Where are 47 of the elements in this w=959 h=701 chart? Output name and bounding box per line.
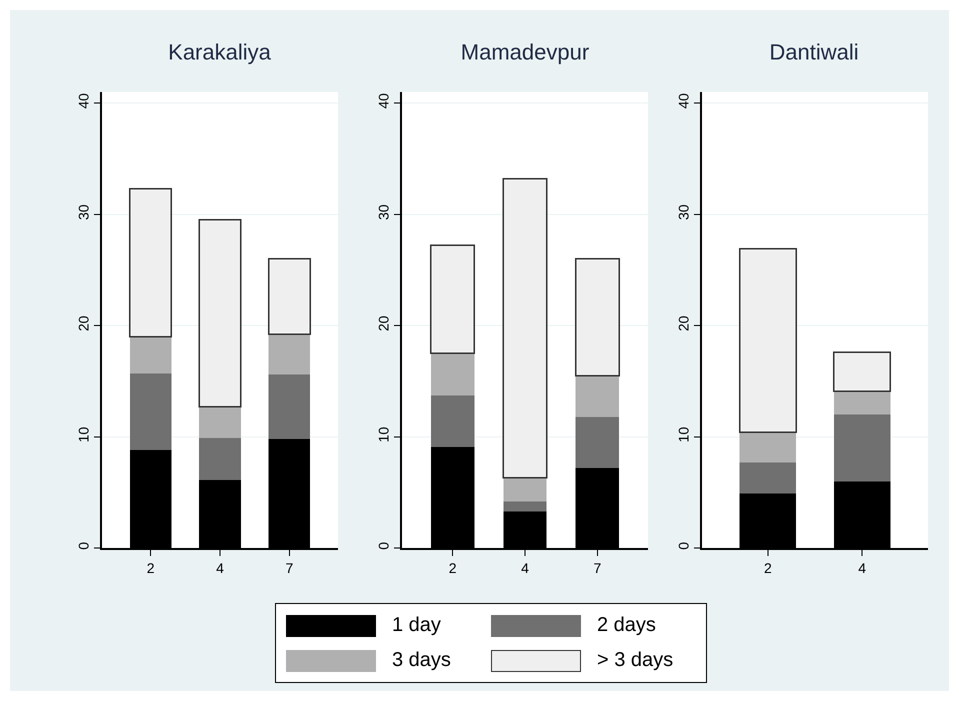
y-tick-label: 30 <box>75 204 92 220</box>
x-tick-label: 2 <box>146 560 155 576</box>
bar <box>834 414 890 482</box>
y-tick-label: 0 <box>375 542 392 550</box>
y-tick-label: 10 <box>375 426 392 442</box>
bar <box>430 396 474 447</box>
chart-title: Dantiwali <box>769 39 859 64</box>
y-tick-label: 30 <box>675 204 692 220</box>
y-tick-label: 40 <box>675 93 692 109</box>
legend-label: 2 days <box>597 614 656 637</box>
bar <box>268 334 310 374</box>
bar <box>833 352 892 392</box>
y-tick-label: 40 <box>375 93 392 109</box>
x-tick-label: 4 <box>216 560 224 576</box>
y-tick-label: 10 <box>675 426 692 442</box>
legend-label: 1 day <box>392 614 441 637</box>
y-tick-label: 10 <box>75 426 92 442</box>
bar <box>576 376 620 417</box>
bar <box>199 406 241 438</box>
y-tick-label: 20 <box>675 315 692 332</box>
bar <box>130 336 172 374</box>
y-tick-label: 20 <box>75 315 92 332</box>
chart-title: Mamadevpur <box>460 39 590 64</box>
bar <box>503 501 547 512</box>
bar <box>740 432 796 462</box>
x-tick-label: 2 <box>764 560 772 576</box>
legend-label: > 3 days <box>597 649 674 672</box>
bar <box>268 374 310 439</box>
y-tick-label: 20 <box>375 315 392 332</box>
y-tick-label: 40 <box>75 93 92 109</box>
chart-title: Karakaliya <box>168 39 272 64</box>
y-tick-label: 0 <box>675 542 692 550</box>
bar <box>130 373 172 450</box>
x-tick-label: 7 <box>593 560 602 576</box>
bar <box>199 438 241 480</box>
x-tick-label: 7 <box>286 560 294 576</box>
bar <box>740 462 796 494</box>
bar <box>834 391 890 415</box>
bar <box>430 353 474 396</box>
legend-label: 3 days <box>392 649 451 672</box>
x-tick-label: 2 <box>448 560 457 576</box>
bar <box>503 478 547 502</box>
x-tick-label: 4 <box>521 560 530 576</box>
y-tick-label: 30 <box>375 204 392 220</box>
bar <box>576 416 620 468</box>
y-tick-label: 0 <box>75 542 92 550</box>
x-tick-label: 4 <box>858 560 866 576</box>
